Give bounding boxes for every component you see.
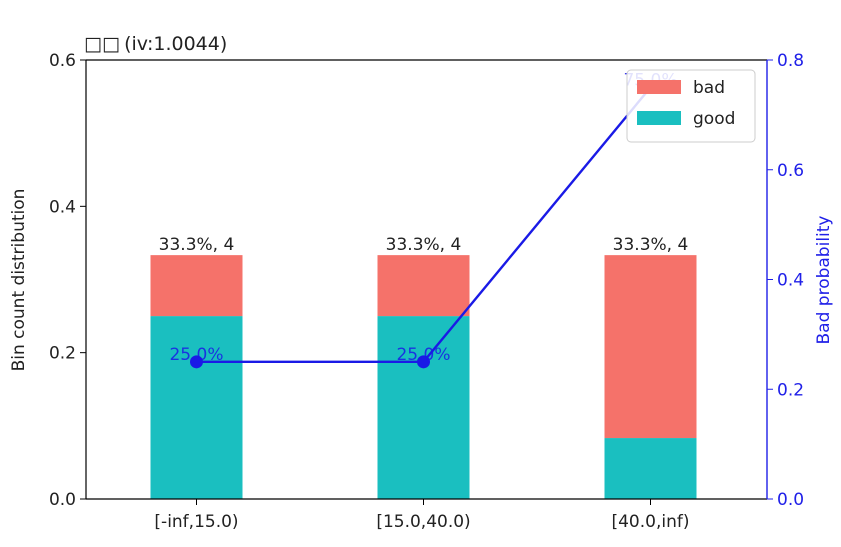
x-tick-label-1: [15.0,40.0) — [376, 512, 470, 532]
legend-label-good: good — [693, 109, 735, 129]
bad-probability-label-1: 25.0% — [396, 345, 450, 365]
title-glyphs: □□ — [84, 33, 120, 55]
bar-good-2 — [604, 438, 697, 499]
bar-label-0: 33.3%, 4 — [159, 235, 235, 255]
legend-label-bad: bad — [693, 78, 725, 98]
bar-bad-2 — [604, 255, 697, 439]
legend-swatch-bad — [637, 80, 681, 94]
y-tick-label-3: 0.6 — [49, 51, 76, 71]
axes-layer: 0.0 0.2 0.4 0.6 0.0 0.2 0.4 0.6 0.8 [-inf,15.0) [1… — [49, 51, 804, 532]
bar-bad-0 — [150, 255, 243, 317]
y2-tick-label-3: 0.6 — [777, 161, 804, 181]
y-tick-label-1: 0.2 — [49, 344, 76, 364]
y2-tick-label-1: 0.2 — [777, 380, 804, 400]
y-tick-label-0: 0.0 — [49, 490, 76, 510]
y-axis-label: Bin count distribution — [9, 189, 29, 372]
y2-tick-label-4: 0.8 — [777, 51, 804, 71]
bar-label-1: 33.3%, 4 — [386, 235, 462, 255]
legend-swatch-good — [637, 111, 681, 125]
chart-title: □□ (iv:1.0044) — [84, 33, 227, 55]
y2-tick-label-2: 0.4 — [777, 271, 804, 291]
bar-good-1 — [377, 316, 470, 499]
y2-axis-label: Bad probability — [814, 216, 834, 345]
labels-layer: 33.3%, 4 33.3%, 4 33.3%, 4 — [159, 235, 689, 255]
bar-bad-1 — [377, 255, 470, 317]
bar-good-0 — [150, 316, 243, 499]
legend: bad good — [626, 69, 756, 143]
bad-probability-point-0 — [190, 355, 203, 369]
bad-probability-label-0: 25.0% — [169, 345, 223, 365]
y2-tick-label-0: 0.0 — [777, 490, 804, 510]
bad-probability-point-1 — [417, 355, 430, 369]
chart-title-text: (iv:1.0044) — [112, 33, 227, 55]
x-tick-label-0: [-inf,15.0) — [154, 512, 238, 532]
x-tick-label-2: [40.0,inf) — [611, 512, 689, 532]
y-tick-label-2: 0.4 — [49, 197, 76, 217]
bar-label-2: 33.3%, 4 — [613, 235, 689, 255]
bars-layer — [150, 255, 697, 499]
